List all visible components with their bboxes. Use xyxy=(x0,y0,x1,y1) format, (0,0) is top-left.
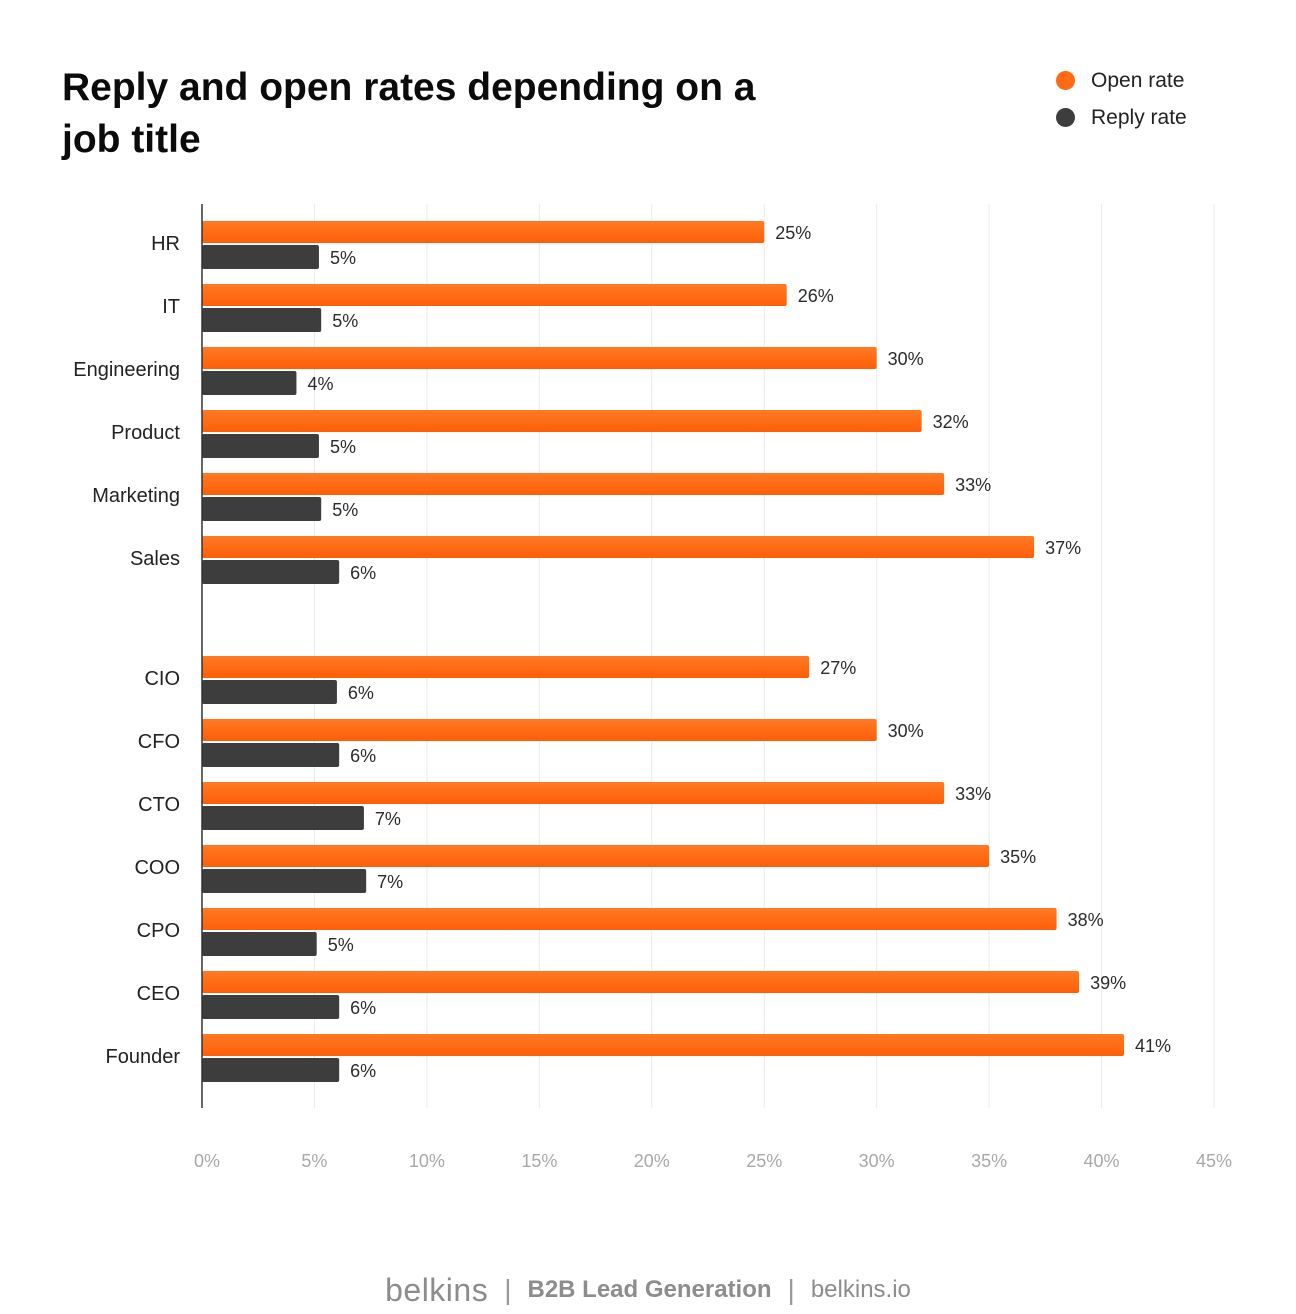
x-tick-label: 5% xyxy=(301,1151,327,1171)
data-label-open-rate: 37% xyxy=(1045,538,1081,558)
bar-reply-rate xyxy=(202,995,340,1019)
footer: belkins | B2B Lead Generation | belkins.… xyxy=(0,1266,1296,1314)
footer-separator: | xyxy=(504,1274,512,1305)
data-label-reply-rate: 6% xyxy=(350,563,376,583)
legend-swatch-open-rate xyxy=(1056,71,1075,90)
x-tick-labels: 0% 5% 10% 15% 20% 25% 30% 35% 40% 45% xyxy=(194,1151,1232,1171)
data-label-open-rate: 26% xyxy=(798,286,834,306)
data-label-open-rate: 30% xyxy=(888,349,924,369)
category-label: IT xyxy=(162,296,180,318)
bar-reply-rate xyxy=(202,1058,340,1082)
data-label-reply-rate: 5% xyxy=(332,311,358,331)
data-label-reply-rate: 4% xyxy=(307,374,333,394)
data-label-open-rate: 41% xyxy=(1135,1036,1171,1056)
data-label-reply-rate: 7% xyxy=(377,872,403,892)
data-label-open-rate: 27% xyxy=(820,658,856,678)
footer-separator: | xyxy=(787,1274,795,1305)
category-labels: HR IT Engineering Product Marketing Sales CIO C… xyxy=(73,233,180,1068)
data-label-open-rate: 25% xyxy=(775,223,811,243)
footer-tagline: B2B Lead Generation xyxy=(527,1276,772,1303)
category-label: Sales xyxy=(130,548,180,570)
data-label-reply-rate: 6% xyxy=(350,998,376,1018)
category-label: Engineering xyxy=(73,359,180,381)
data-label-reply-rate: 5% xyxy=(328,935,354,955)
bar-open-rate xyxy=(202,908,1057,930)
legend-label-open-rate: Open rate xyxy=(1091,68,1185,92)
data-label-reply-rate: 6% xyxy=(348,683,374,703)
legend-swatch-reply-rate xyxy=(1056,108,1075,127)
data-label-open-rate: 33% xyxy=(955,475,991,495)
data-label-open-rate: 30% xyxy=(888,721,924,741)
legend-item-reply-rate: Reply rate xyxy=(1056,99,1187,136)
category-label: CFO xyxy=(138,731,180,753)
category-label: CIO xyxy=(144,668,180,690)
x-tick-label: 15% xyxy=(521,1151,557,1171)
data-label-open-rate: 33% xyxy=(955,784,991,804)
x-tick-label: 10% xyxy=(409,1151,445,1171)
legend-item-open-rate: Open rate xyxy=(1056,62,1187,99)
bar-open-rate xyxy=(202,347,877,369)
category-label: Marketing xyxy=(92,485,180,507)
x-tick-label: 35% xyxy=(971,1151,1007,1171)
x-tick-label: 30% xyxy=(859,1151,895,1171)
data-label-open-rate: 35% xyxy=(1000,847,1036,867)
category-label: CEO xyxy=(137,983,180,1005)
bar-reply-rate xyxy=(202,806,364,830)
data-label-open-rate: 39% xyxy=(1090,973,1126,993)
bar-reply-rate xyxy=(202,680,337,704)
data-label-reply-rate: 6% xyxy=(350,746,376,766)
data-label-reply-rate: 5% xyxy=(330,437,356,457)
x-tick-label: 0% xyxy=(194,1151,220,1171)
category-label: Founder xyxy=(106,1046,181,1068)
bar-reply-rate xyxy=(202,932,317,956)
category-label: Product xyxy=(111,422,180,444)
bar-open-rate xyxy=(202,284,787,306)
bar-open-rate xyxy=(202,536,1035,558)
data-label-reply-rate: 6% xyxy=(350,1061,376,1081)
data-label-open-rate: 38% xyxy=(1068,910,1104,930)
data-label-reply-rate: 5% xyxy=(332,500,358,520)
legend-label-reply-rate: Reply rate xyxy=(1091,105,1187,129)
legend: Open rate Reply rate xyxy=(1056,62,1187,136)
bars xyxy=(202,221,1125,1082)
data-label-open-rate: 32% xyxy=(933,412,969,432)
bar-open-rate xyxy=(202,719,877,741)
x-tick-label: 40% xyxy=(1084,1151,1120,1171)
category-label: COO xyxy=(134,857,180,879)
data-label-reply-rate: 7% xyxy=(375,809,401,829)
bar-chart: 25% 5% 26% 5% 30% 4% 32% 5% 33% 5% 37% 6% 27% 6% 30% 6%… xyxy=(73,204,1232,1171)
bar-reply-rate xyxy=(202,560,340,584)
bar-open-rate xyxy=(202,971,1080,993)
bar-reply-rate xyxy=(202,497,322,521)
category-label: CPO xyxy=(137,920,180,942)
brand-logo: belkins xyxy=(385,1271,489,1308)
x-tick-label: 25% xyxy=(746,1151,782,1171)
chart-title: Reply and open rates depending on a job … xyxy=(62,66,756,161)
bar-reply-rate xyxy=(202,434,319,458)
data-label-reply-rate: 5% xyxy=(330,248,356,268)
bar-reply-rate xyxy=(202,371,297,395)
bar-reply-rate xyxy=(202,743,340,767)
bar-open-rate xyxy=(202,1034,1125,1056)
footer-site: belkins.io xyxy=(810,1276,911,1303)
bar-open-rate xyxy=(202,221,765,243)
bar-open-rate xyxy=(202,473,945,495)
bar-reply-rate xyxy=(202,245,319,269)
bar-open-rate xyxy=(202,845,990,867)
bar-open-rate xyxy=(202,782,945,804)
x-tick-label: 20% xyxy=(634,1151,670,1171)
bar-reply-rate xyxy=(202,308,322,332)
bar-reply-rate xyxy=(202,869,367,893)
category-label: HR xyxy=(151,233,180,255)
bar-open-rate xyxy=(202,656,810,678)
x-tick-label: 45% xyxy=(1196,1151,1232,1171)
bar-open-rate xyxy=(202,410,922,432)
data-labels: 25% 5% 26% 5% 30% 4% 32% 5% 33% 5% 37% 6% 27% 6% 30% 6%… xyxy=(307,223,1171,1081)
category-label: CTO xyxy=(138,794,180,816)
